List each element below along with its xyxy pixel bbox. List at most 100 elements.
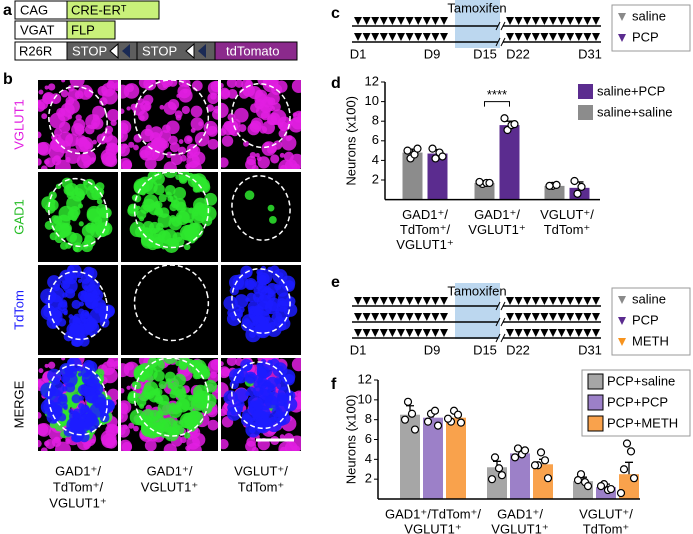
day-label: D9 — [424, 46, 441, 61]
injection-triangle — [362, 313, 371, 321]
signal-blob — [51, 416, 59, 424]
data-point — [530, 461, 540, 470]
signal-blob — [162, 124, 171, 133]
signal-blob — [74, 183, 88, 197]
injection-triangle — [431, 33, 440, 41]
signal-blob — [280, 275, 296, 291]
signal-blob — [281, 135, 297, 151]
row-label: GAD1 — [11, 199, 26, 234]
signal-blob — [245, 440, 257, 451]
data-point — [407, 409, 417, 418]
data-point — [543, 474, 553, 483]
injection-triangle — [540, 297, 549, 305]
signal-blob — [270, 154, 280, 164]
injection-triangle — [506, 17, 514, 25]
x-tick-label: VGLUT1⁺ — [491, 521, 548, 534]
injection-triangle — [354, 297, 362, 305]
signal-blob — [110, 119, 117, 127]
injection-triangle — [414, 33, 423, 41]
data-point — [438, 152, 447, 161]
injection-triangle — [549, 17, 557, 25]
signal-blob — [83, 161, 90, 168]
injection-triangle — [618, 317, 626, 325]
signal-blob — [96, 198, 103, 205]
column-label: VGLUT⁺/ — [234, 463, 288, 478]
signal-blob — [279, 434, 285, 440]
signal-blob — [166, 151, 173, 159]
signal-blob — [173, 373, 187, 387]
injection-triangle — [583, 329, 592, 337]
signal-blob — [65, 185, 70, 191]
signal-blob — [199, 181, 211, 193]
signal-blob — [277, 365, 284, 372]
x-tick-label: GAD1⁺/ — [402, 207, 448, 222]
axis-break — [495, 301, 501, 311]
injection-triangle — [362, 329, 371, 337]
injection-triangle — [440, 329, 448, 337]
bar — [446, 417, 466, 499]
injection-triangle — [379, 17, 388, 25]
signal-blob — [278, 441, 294, 451]
column-label: TdTom⁺ — [238, 479, 285, 494]
signal-blob — [150, 80, 155, 84]
signal-blob — [151, 137, 168, 153]
signal-blob — [223, 390, 238, 405]
legend-box — [611, 4, 691, 52]
signal-blob — [162, 172, 178, 179]
day-label: D31 — [578, 46, 602, 61]
signal-blob — [250, 103, 260, 113]
data-point — [583, 482, 593, 491]
axis-break — [495, 317, 501, 327]
axis-break — [495, 21, 501, 31]
signal-blob — [191, 433, 206, 447]
y-tick-label: 8 — [365, 411, 372, 426]
signal-blob — [121, 363, 130, 378]
signal-blob — [38, 158, 42, 166]
signal-blob — [102, 88, 118, 105]
signal-blob — [178, 88, 193, 103]
signal-blob — [105, 423, 118, 437]
injection-triangle — [557, 297, 566, 305]
signal-blob — [257, 156, 270, 169]
signal-blob — [45, 157, 56, 168]
signal-blob — [181, 80, 191, 88]
signal-blob — [186, 151, 194, 159]
injection-triangle — [506, 329, 514, 337]
signal-blob — [188, 219, 194, 224]
signal-blob — [49, 112, 66, 129]
injection-triangle — [422, 313, 431, 321]
signal-blob — [293, 110, 301, 123]
x-tick-label: GAD1⁺/TdTom⁺/ — [385, 506, 481, 521]
signal-blob — [234, 294, 249, 309]
injection-triangle — [422, 297, 431, 305]
signal-blob — [51, 215, 59, 223]
site-triangle — [185, 42, 195, 60]
signal-blob — [48, 83, 56, 91]
signal-blob — [178, 139, 184, 144]
signal-blob — [64, 365, 78, 378]
signal-blob — [162, 358, 178, 364]
cell-outline — [133, 358, 210, 437]
data-point — [403, 146, 412, 155]
legend-label: PCP+saline — [607, 373, 675, 388]
y-tick-label: 6 — [365, 431, 372, 446]
construct-label: CRE-ERᵀ — [71, 2, 127, 17]
signal-blob — [234, 80, 244, 88]
data-point — [540, 456, 550, 465]
micrograph — [221, 172, 301, 262]
signal-blob — [179, 412, 196, 429]
data-point — [456, 418, 466, 427]
injection-triangle — [592, 17, 600, 25]
signal-blob — [269, 216, 277, 224]
cell-outline — [133, 80, 210, 156]
signal-blob — [44, 363, 49, 368]
signal-blob — [221, 82, 224, 89]
injection-triangle — [362, 297, 371, 305]
signal-blob — [57, 413, 67, 422]
injection-triangle — [405, 17, 414, 25]
signal-blob — [91, 117, 104, 130]
legend-label: saline+PCP — [597, 83, 665, 98]
column-label: GAD1⁺/ — [147, 463, 193, 478]
signal-blob — [243, 269, 252, 278]
